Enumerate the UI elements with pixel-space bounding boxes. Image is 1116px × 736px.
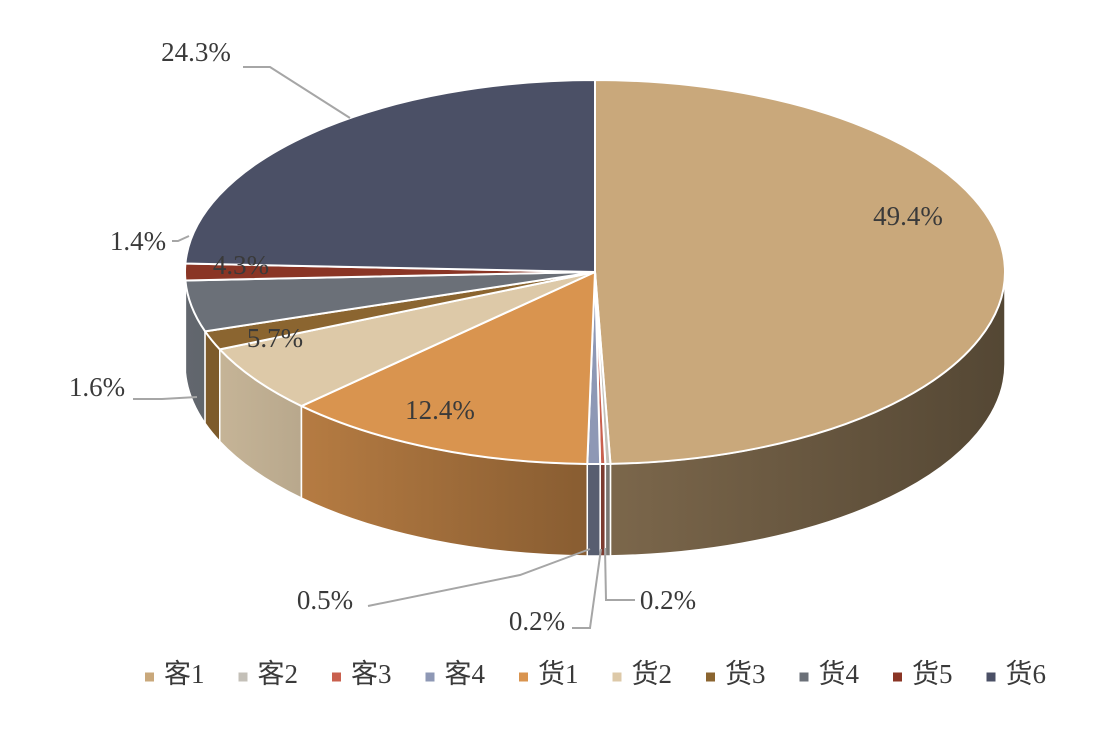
legend-swatch-货5 <box>893 672 902 682</box>
leader-line-货6 <box>243 66 351 119</box>
legend: 客1 客2 客3 客4 货1 货2 货3 货4 货5 货6 <box>145 659 1046 689</box>
leader-line-客4 <box>367 548 591 607</box>
data-label-货6: 24.3% <box>161 37 231 67</box>
legend-label-客2: 客2 <box>258 659 299 689</box>
pie-sides <box>184 271 1006 557</box>
slice-货2 <box>218 271 596 408</box>
data-labels: 49.4% 0.2% 0.2% 0.5% 12.4% 5.7% 1.6% 4.3% 1.4% 24… <box>69 37 943 636</box>
data-label-货4: 4.3% <box>213 250 269 280</box>
legend-swatch-客4 <box>425 672 435 682</box>
legend-label-货2: 货2 <box>632 659 673 689</box>
legend-swatch-货4 <box>799 672 809 682</box>
legend-label-货3: 货3 <box>725 659 766 689</box>
slice-side-客3 <box>599 463 607 557</box>
legend-label-货5: 货5 <box>912 659 953 689</box>
data-label-客2: 0.2% <box>640 585 696 615</box>
slice-货1 <box>300 271 596 465</box>
slice-side-客4 <box>586 463 601 557</box>
legend-label-货4: 货4 <box>819 659 860 689</box>
data-label-客4: 0.5% <box>297 585 353 615</box>
legend-label-客3: 客3 <box>351 659 392 689</box>
legend-swatch-货2 <box>612 672 622 682</box>
legend-swatch-客2 <box>238 672 248 682</box>
slice-货6 <box>184 79 596 273</box>
legend-label-客1: 客1 <box>164 659 205 689</box>
legend-label-客4: 客4 <box>445 659 486 689</box>
leader-line-客2 <box>604 547 635 601</box>
leader-line-客3 <box>572 548 602 629</box>
legend-swatch-客3 <box>332 672 341 682</box>
data-label-货5: 1.4% <box>110 226 166 256</box>
data-label-货2: 5.7% <box>247 323 303 353</box>
legend-swatch-货6 <box>986 672 996 682</box>
leader-lines <box>133 66 635 629</box>
leader-line-货3 <box>133 396 198 400</box>
legend-label-货1: 货1 <box>538 659 579 689</box>
leader-line-货5 <box>172 235 190 242</box>
slice-side-客2 <box>604 463 612 557</box>
pie-slices <box>183 79 1006 465</box>
data-label-货3: 1.6% <box>69 372 125 402</box>
data-label-货1: 12.4% <box>405 395 475 425</box>
legend-label-货6: 货6 <box>1006 659 1047 689</box>
slice-客1 <box>594 79 1006 465</box>
legend-swatch-客1 <box>145 672 154 682</box>
legend-swatch-货3 <box>706 672 715 682</box>
legend-swatch-货1 <box>519 672 528 682</box>
data-label-客1: 49.4% <box>873 201 943 231</box>
data-label-客3: 0.2% <box>509 606 565 636</box>
